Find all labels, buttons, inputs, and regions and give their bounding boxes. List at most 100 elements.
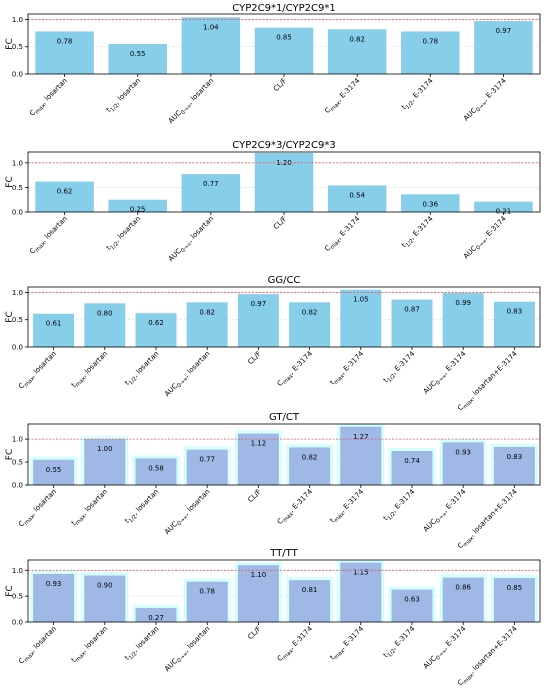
x-tick-label: tmax, losartan xyxy=(70,625,111,666)
y-tick-label: 0.5 xyxy=(12,43,23,51)
y-tick-label: 1.0 xyxy=(12,289,23,297)
data-label: 0.55 xyxy=(130,50,146,58)
x-tick-label: Cmax, losartan xyxy=(28,215,70,257)
y-tick-label: 1.0 xyxy=(12,16,23,24)
data-label: 0.77 xyxy=(203,180,219,188)
y-tick-label: 0.0 xyxy=(12,619,23,627)
x-tick-label: t1/2, losartan xyxy=(123,625,162,664)
y-tick-label: 0.0 xyxy=(12,482,23,490)
data-label: 0.83 xyxy=(507,453,523,461)
data-label: 0.80 xyxy=(97,309,113,317)
bar xyxy=(327,185,387,212)
x-tick-label: t1/2, E-3174 xyxy=(382,624,418,660)
chart-panel-5: TT/TT FC 0.0 0.5 1.0 0.93 Cmax, losartan 0.90 tm… xyxy=(5,548,541,688)
x-tick-label: t1/2, E-3174 xyxy=(400,76,436,112)
bar xyxy=(474,201,533,212)
data-label: 0.82 xyxy=(199,308,215,316)
data-label: 1.15 xyxy=(353,569,369,577)
chart-panel-3: GG/CC FC 0.0 0.5 1.0 0.61 Cmax, losartan 0.80 tm… xyxy=(5,275,541,413)
x-tick-label: AUC0→∞, E-3174 xyxy=(462,76,510,124)
data-label: 0.97 xyxy=(496,27,512,35)
x-tick-label: AUC0→∞, E-3174 xyxy=(422,349,470,397)
plot-frame xyxy=(27,151,541,213)
x-tick-label: AUC0→∞, losartan xyxy=(167,77,217,127)
data-label: 0.87 xyxy=(404,306,420,314)
x-tick-label: CL/F xyxy=(272,77,288,93)
x-tick-label: t1/2, losartan xyxy=(123,350,162,389)
x-tick-label: CL/F xyxy=(246,488,262,504)
x-tick-label: Cmax, losartan+E-3174 xyxy=(456,349,520,413)
bar xyxy=(340,289,382,347)
data-label: 1.04 xyxy=(203,23,219,31)
x-tick-label: AUC0→∞, losartan xyxy=(167,215,217,265)
data-label: 0.81 xyxy=(302,586,318,594)
data-label: 0.61 xyxy=(46,320,62,328)
x-tick-label: Cmax, losartan+E-3174 xyxy=(456,624,520,688)
data-label: 0.58 xyxy=(148,464,164,472)
data-label: 0.78 xyxy=(422,37,438,45)
y-axis-label: FC xyxy=(5,176,15,187)
bar xyxy=(493,578,535,622)
y-tick-label: 0.5 xyxy=(12,459,23,467)
x-tick-label: AUC0→∞, E-3174 xyxy=(462,214,510,262)
x-tick-label: t1/2, losartan xyxy=(105,215,144,254)
x-tick-label: t1/2, losartan xyxy=(123,488,162,527)
y-tick-label: 0.5 xyxy=(12,316,23,324)
bar xyxy=(340,562,382,622)
data-label: 0.55 xyxy=(46,466,62,474)
data-label: 0.93 xyxy=(455,448,471,456)
bar xyxy=(493,301,535,347)
bar xyxy=(135,313,177,347)
y-axis-label: FC xyxy=(5,38,15,49)
bar xyxy=(33,573,75,622)
bar xyxy=(493,446,535,485)
x-tick-label: Cmax, losartan+E-3174 xyxy=(456,487,520,551)
data-label: 0.78 xyxy=(199,588,215,596)
x-tick-label: Cmax, losartan xyxy=(17,350,59,392)
x-tick-label: CL/F xyxy=(246,350,262,366)
y-tick-label: 0.0 xyxy=(12,71,23,79)
x-tick-label: Cmax, E-3174 xyxy=(323,76,363,116)
x-tick-label: tmax, E-3174 xyxy=(328,487,367,526)
bar xyxy=(181,17,241,74)
data-label: 0.82 xyxy=(302,453,318,461)
bar xyxy=(442,442,484,485)
y-tick-label: 1.0 xyxy=(12,567,23,575)
chart-panel-4: GT/CT FC 0.0 0.5 1.0 0.55 Cmax, losartan 1.00 tm… xyxy=(5,412,541,551)
y-axis-label: FC xyxy=(5,585,15,596)
plot-frame xyxy=(27,13,541,75)
x-tick-label: AUC0→∞, E-3174 xyxy=(422,487,470,535)
bar xyxy=(289,447,331,485)
plot-frame xyxy=(27,559,541,623)
bar xyxy=(186,449,228,485)
data-label: 0.36 xyxy=(422,200,438,208)
x-tick-label: AUC0→∞, losartan xyxy=(163,350,213,400)
x-tick-label: Cmax, E-3174 xyxy=(276,487,316,527)
bar xyxy=(108,199,167,212)
chart-panel-2: CYP2C9*3/CYP2C9*3 FC 0.0 0.5 1.0 0.62 Cmax, lo… xyxy=(5,140,541,265)
data-label: 0.62 xyxy=(57,188,73,196)
bar xyxy=(254,27,314,74)
data-label: 0.83 xyxy=(507,308,523,316)
bar xyxy=(33,313,75,347)
bar xyxy=(474,21,533,74)
x-tick-label: AUC0→∞, E-3174 xyxy=(422,624,470,672)
data-label: 0.90 xyxy=(97,582,113,590)
y-tick-label: 0.0 xyxy=(12,209,23,217)
bar xyxy=(391,589,433,622)
data-label: 0.82 xyxy=(302,308,318,316)
chart-title: TT/TT xyxy=(269,548,298,559)
bar xyxy=(442,293,484,347)
chart-title: GG/CC xyxy=(268,275,301,286)
data-label: 0.27 xyxy=(148,614,164,622)
bar xyxy=(108,44,167,74)
x-tick-label: Cmax, losartan xyxy=(17,625,59,667)
data-label: 0.86 xyxy=(455,584,471,592)
x-tick-label: tmax, E-3174 xyxy=(328,349,367,388)
data-label: 0.85 xyxy=(276,34,292,42)
x-tick-label: tmax, losartan xyxy=(70,488,111,529)
chart-title: GT/CT xyxy=(269,412,300,423)
bar xyxy=(401,31,460,75)
y-axis-label: FC xyxy=(5,311,15,322)
bar xyxy=(181,174,241,212)
